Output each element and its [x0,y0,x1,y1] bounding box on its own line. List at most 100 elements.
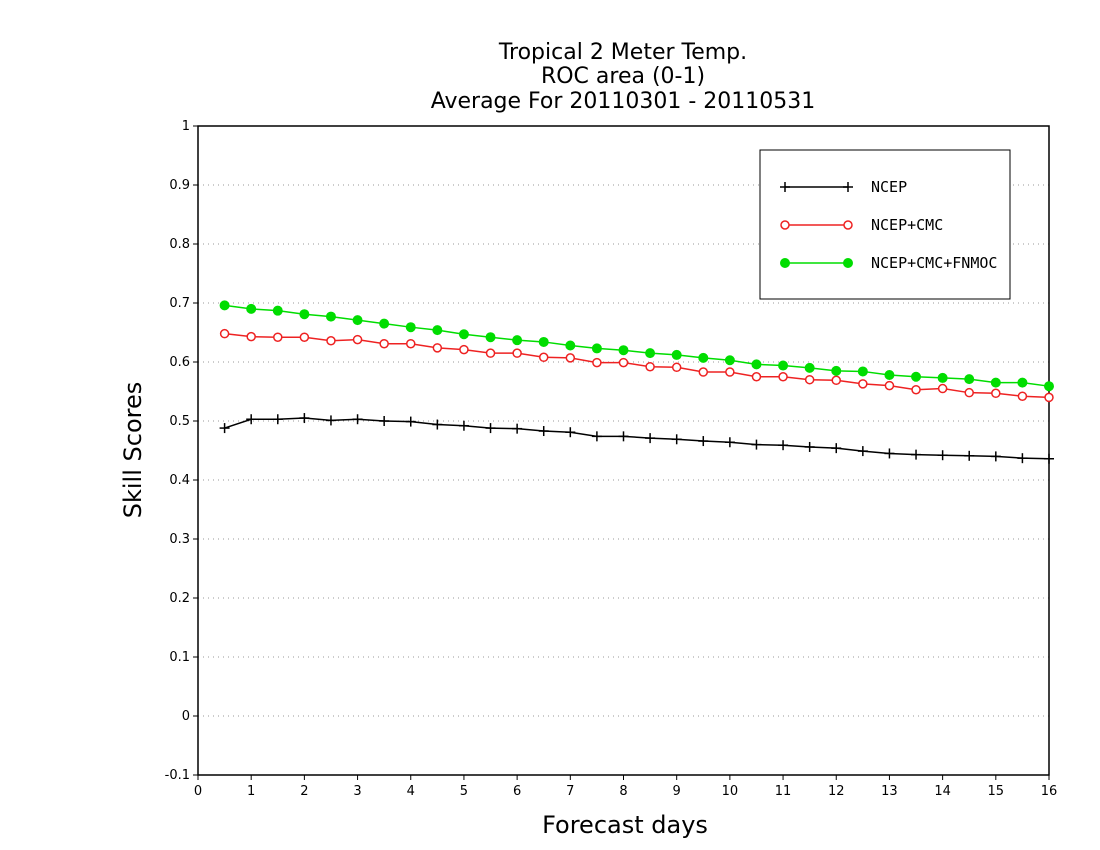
title-line-3: Average For 20110301 - 20110531 [431,89,816,114]
legend-marker [843,220,853,230]
data-point-ncep-cmc-fnmoc [964,374,975,385]
data-point-ncep-cmc-fnmoc [804,362,815,373]
data-point-ncep [565,427,576,438]
x-tick-label: 12 [828,784,845,799]
data-point-ncep [512,423,523,434]
x-tick-label: 10 [722,784,739,799]
data-point-ncep-cmc [565,353,576,363]
data-point-ncep-cmc-fnmoc [724,355,735,366]
data-point-ncep [485,423,496,434]
series-line-ncep [224,417,1050,460]
data-point-ncep [804,441,815,452]
x-tick-label: 5 [460,784,468,799]
data-point-ncep-cmc-fnmoc [379,318,390,329]
data-point-ncep [591,431,602,442]
data-point-ncep-cmc-fnmoc [671,349,682,360]
data-point-ncep-cmc-fnmoc [990,377,1001,388]
series-line-ncep-cmc-fnmoc [224,304,1050,387]
series-layer [219,300,1054,464]
x-tick-label: 13 [881,784,898,799]
data-point-ncep [645,433,656,444]
data-point-ncep-cmc [1044,392,1054,403]
legend: NCEP NCEP+CMC NCEP+CMC+FNMOC [759,149,1011,300]
data-point-ncep-cmc-fnmoc [219,300,230,311]
data-point-ncep-cmc [485,348,496,358]
data-point-ncep-cmc [459,344,469,355]
data-point-ncep-cmc-fnmoc [831,365,842,376]
data-point-ncep-cmc-fnmoc [352,315,363,326]
data-point-ncep [671,434,682,445]
legend-marker [780,182,790,192]
x-tick-label: 9 [673,784,681,799]
data-point-ncep-cmc [406,338,416,349]
data-point-ncep [724,437,735,448]
data-point-ncep-cmc [219,328,230,339]
y-axis-label: Skill Scores [119,382,147,519]
data-point-ncep [1044,453,1054,464]
y-tick-label: 0 [182,709,190,724]
data-point-ncep [299,413,310,424]
title-line-2: ROC area (0-1) [541,64,705,89]
data-point-ncep-cmc [884,380,895,391]
y-tick-label: 0.8 [169,237,190,252]
data-point-ncep-cmc-fnmoc [1017,377,1028,388]
data-point-ncep-cmc [246,331,256,342]
data-point-ncep-cmc [778,372,788,382]
data-point-ncep-cmc-fnmoc [778,360,789,371]
data-point-ncep-cmc-fnmoc [272,305,283,316]
data-point-ncep-cmc [592,357,602,368]
data-point-ncep-cmc-fnmoc [246,303,257,314]
data-point-ncep [219,423,230,434]
legend-marker [780,258,790,268]
data-point-ncep-cmc [698,367,709,377]
data-point-ncep [698,436,709,447]
data-point-ncep-cmc-fnmoc [857,366,868,377]
y-tick-label: 0.9 [169,178,190,193]
data-point-ncep-cmc-fnmoc [618,345,629,356]
data-point-ncep-cmc-fnmoc [325,311,336,322]
data-point-ncep-cmc-fnmoc [565,340,576,351]
data-point-ncep-cmc [725,367,735,377]
data-point-ncep-cmc [751,372,762,382]
y-tick-label: 0.4 [169,473,190,488]
data-point-ncep-cmc [326,336,336,346]
data-point-ncep-cmc [273,332,283,342]
x-tick-label: 14 [934,784,951,799]
data-point-ncep-cmc [645,361,655,372]
axis-ticks: -0.100.10.20.30.40.50.60.70.80.910 1 2 3 4 5 6… [165,119,1058,799]
legend-marker [780,220,790,230]
data-point-ncep [352,414,363,425]
data-point-ncep-cmc [858,379,868,389]
legend-label: NCEP+CMC [871,216,943,234]
data-point-ncep-cmc-fnmoc [458,329,469,340]
legend-label: NCEP [871,178,907,196]
data-point-ncep-cmc-fnmoc [538,336,549,347]
series-ncep-cmc-fnmoc [219,300,1054,392]
data-point-ncep-cmc [512,348,522,358]
y-tick-label: 0.3 [169,532,190,547]
data-point-ncep-cmc-fnmoc [591,343,602,354]
data-point-ncep-cmc-fnmoc [485,332,496,343]
data-point-ncep [911,449,922,460]
x-tick-label: 4 [407,784,415,799]
series-ncep [219,413,1054,464]
data-point-ncep [618,431,629,442]
y-tick-label: 0.2 [169,591,190,606]
y-tick-label: 0.5 [169,414,190,429]
legend-label: NCEP+CMC+FNMOC [871,254,997,272]
data-point-ncep-cmc-fnmoc [1044,381,1054,392]
x-axis-label: Forecast days [542,811,708,839]
x-tick-label: 16 [1041,784,1058,799]
y-tick-label: -0.1 [165,768,190,783]
data-point-ncep-cmc-fnmoc [432,325,443,336]
data-point-ncep-cmc [804,374,815,385]
data-point-ncep [1017,453,1028,464]
legend-entry-ncep-cmc: NCEP+CMC [780,216,943,234]
data-point-ncep-cmc [937,383,948,394]
x-tick-label: 11 [775,784,792,799]
title-line-1: Tropical 2 Meter Temp. [498,40,747,65]
data-point-ncep-cmc-fnmoc [698,352,709,363]
y-tick-label: 1 [182,119,190,134]
legend-marker [843,182,853,192]
